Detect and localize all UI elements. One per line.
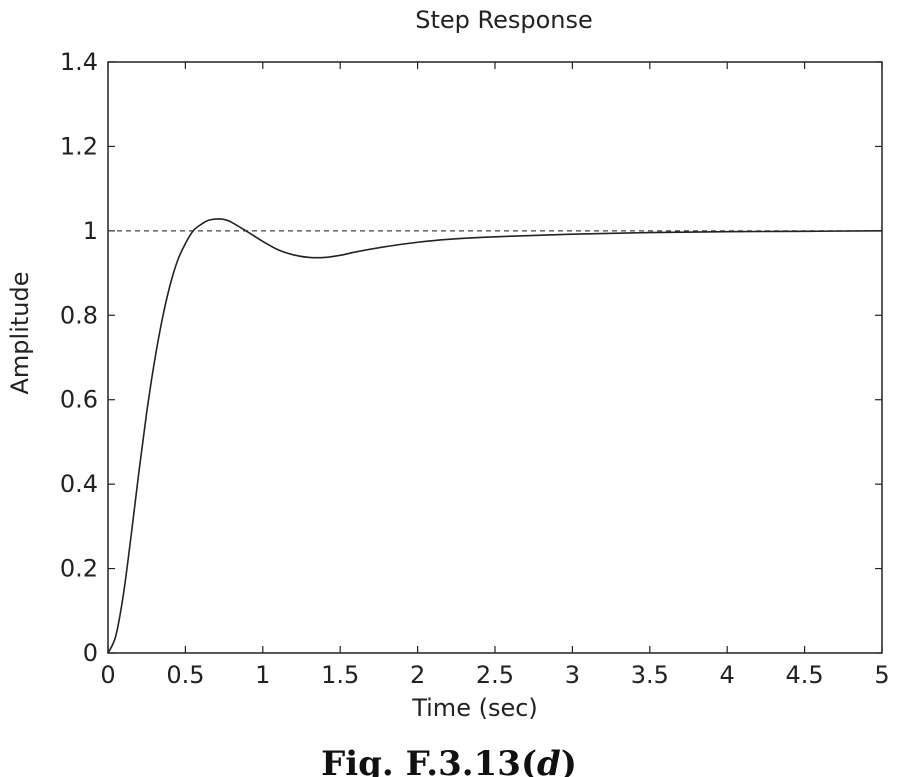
y-tick-label: 0.2 bbox=[60, 555, 98, 583]
y-tick-label: 0.8 bbox=[60, 301, 98, 329]
figure-caption: Fig. F.3.13(d) bbox=[321, 744, 577, 777]
y-tick-label: 1.4 bbox=[60, 48, 98, 76]
plot-frame bbox=[107, 61, 883, 654]
x-tick-label: 5 bbox=[874, 661, 889, 689]
x-tick-label: 3 bbox=[565, 661, 580, 689]
x-tick-label: 4.5 bbox=[786, 661, 824, 689]
y-tick-label: 1.2 bbox=[60, 132, 98, 160]
x-tick-label: 4 bbox=[720, 661, 735, 689]
caption-suffix: ) bbox=[561, 744, 577, 777]
x-tick-label: 1 bbox=[255, 661, 270, 689]
y-axis-label: Amplitude bbox=[6, 272, 34, 395]
x-axis-label: Time (sec) bbox=[411, 694, 538, 722]
x-tick-label: 1.5 bbox=[321, 661, 359, 689]
caption-italic: d bbox=[537, 744, 561, 777]
series-line-step-response bbox=[107, 218, 883, 654]
caption-prefix: Fig. F.3.13( bbox=[321, 744, 537, 777]
x-tick-label: 2.5 bbox=[476, 661, 514, 689]
x-tick-label: 2 bbox=[410, 661, 425, 689]
y-tick-label: 0.6 bbox=[60, 386, 98, 414]
y-tick-label: 1 bbox=[83, 217, 98, 245]
x-tick-labels: 0 0.5 1 1.5 2 2.5 3 3.5 4 4.5 5 bbox=[100, 661, 889, 689]
y-tick-labels: 0 0.2 0.4 0.6 0.8 1 1.2 1.4 bbox=[60, 48, 98, 667]
axis-ticks bbox=[107, 61, 883, 654]
x-tick-label: 0 bbox=[100, 661, 115, 689]
x-tick-label: 3.5 bbox=[631, 661, 669, 689]
y-tick-label: 0 bbox=[83, 639, 98, 667]
x-tick-label: 0.5 bbox=[166, 661, 204, 689]
chart-title: Step Response bbox=[415, 6, 593, 34]
y-tick-label: 0.4 bbox=[60, 470, 98, 498]
